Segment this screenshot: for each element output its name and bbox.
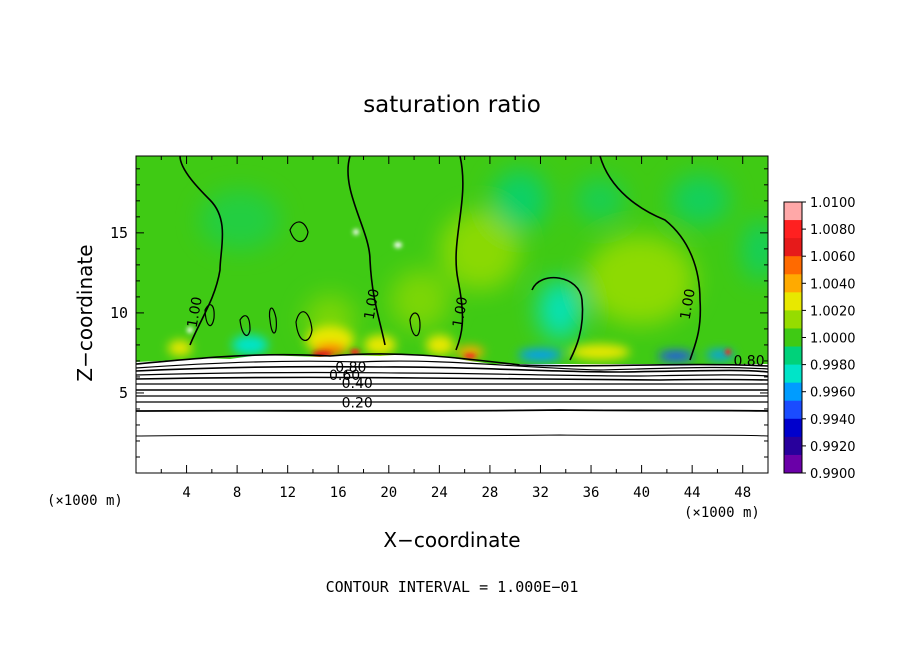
colorbar-swatch <box>784 310 802 329</box>
x-tick-label: 44 <box>684 485 701 501</box>
contour-interval-note: CONTOUR INTERVAL = 1.000E−01 <box>326 578 579 596</box>
colorbar-swatch <box>784 256 802 275</box>
colorbar-swatch <box>784 328 802 348</box>
x-tick-label: 40 <box>633 485 650 501</box>
x-unit-right: (×1000 m) <box>684 505 760 521</box>
colorbar-swatch <box>784 238 802 257</box>
colorbar-label: 0.9900 <box>810 467 856 482</box>
field-smooth-patches <box>200 170 768 345</box>
x-axis: 4 8 12 16 20 24 28 32 36 40 44 48 <box>160 156 751 501</box>
contour-label: 1.00 <box>450 295 471 328</box>
colorbar-swatch <box>784 292 802 311</box>
heatmap-field <box>136 156 768 473</box>
colorbar-swatch <box>784 454 802 474</box>
plot-frame <box>135 155 769 474</box>
colorbar: 1.0100 1.0080 1.0060 1.0040 1.0020 1.0000 0.99… <box>783 196 856 482</box>
x-tick-label: 12 <box>279 485 296 501</box>
x-tick-label: 28 <box>481 485 498 501</box>
colorbar-label: 1.0060 <box>810 250 856 265</box>
contour-label: 0.80 <box>733 354 764 370</box>
y-axis: 5 10 15 <box>110 168 768 458</box>
colorbar-swatch <box>784 274 802 293</box>
contour-label: 0.40 <box>342 376 373 392</box>
colorbar-swatch <box>784 436 802 456</box>
colorbar-label: 1.0040 <box>810 277 856 292</box>
contour-label: 1.00 <box>362 287 383 320</box>
x-tick-label: 4 <box>182 485 190 501</box>
x-tick-label: 20 <box>380 485 397 501</box>
colorbar-swatch <box>784 418 802 438</box>
colorbar-swatch <box>784 346 802 366</box>
y-tick-label: 15 <box>110 224 128 242</box>
colorbar-swatch <box>784 220 802 239</box>
x-tick-label: 32 <box>532 485 549 501</box>
y-tick-label: 10 <box>110 304 128 322</box>
colorbar-label: 0.9980 <box>810 359 856 374</box>
colorbar-swatch <box>784 400 802 420</box>
x-tick-label: 16 <box>330 485 347 501</box>
colorbar-label: 1.0000 <box>810 332 856 347</box>
colorbar-swatch <box>784 382 802 402</box>
contour-label: 0.80 <box>335 360 366 376</box>
colorbar-label: 0.9940 <box>810 413 856 428</box>
colorbar-swatch <box>784 202 802 221</box>
x-tick-label: 8 <box>233 485 241 501</box>
field-base-patches <box>168 326 734 361</box>
contour-label: 1.00 <box>678 287 699 320</box>
contour-label: 0.60 <box>329 368 360 384</box>
contour-label: 1.00 <box>185 295 206 328</box>
contour-label-layer: 1.00 1.00 1.00 1.000.800.800.600.400.20 <box>185 287 765 411</box>
x-unit-left: (×1000 m) <box>47 493 123 509</box>
colorbar-label: 0.9920 <box>810 440 856 455</box>
x-axis-label: X−coordinate <box>383 528 520 552</box>
contour-label: 0.20 <box>342 395 373 411</box>
contour-lines <box>136 156 768 437</box>
colorbar-label: 1.0020 <box>810 304 856 319</box>
colorbar-label: 1.0100 <box>810 196 856 211</box>
y-axis-label: Z−coordinate <box>73 244 97 381</box>
x-tick-label: 48 <box>734 485 751 501</box>
x-tick-label: 24 <box>431 485 448 501</box>
chart-title: saturation ratio <box>363 92 541 118</box>
colorbar-label: 0.9960 <box>810 386 856 401</box>
x-tick-label: 36 <box>583 485 600 501</box>
colorbar-label: 1.0080 <box>810 223 856 238</box>
colorbar-swatch <box>784 364 802 384</box>
y-tick-label: 5 <box>119 384 128 402</box>
